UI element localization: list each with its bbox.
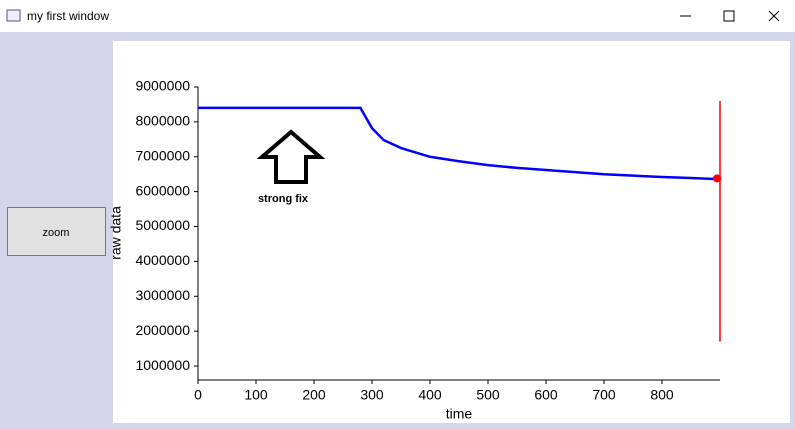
data-line xyxy=(198,106,718,181)
chart-panel xyxy=(113,41,790,423)
maximize-button[interactable] xyxy=(723,10,735,22)
x-tick-label: 600 xyxy=(534,387,558,403)
y-tick-label: 6000000 xyxy=(135,182,190,198)
x-tick-label: 800 xyxy=(650,387,674,403)
x-tick-label: 300 xyxy=(360,387,384,403)
y-tick-label: 3000000 xyxy=(135,287,190,303)
y-tick-label: 4000000 xyxy=(135,252,190,268)
zoom-button[interactable] xyxy=(7,207,106,256)
y-tick-label: 7000000 xyxy=(135,147,190,163)
app-icon xyxy=(6,9,21,22)
y-axis-label: raw data xyxy=(108,206,124,260)
title-bar xyxy=(0,0,795,32)
window-title: my first window xyxy=(27,9,109,23)
y-tick-label: 9000000 xyxy=(135,78,190,94)
y-tick-label: 5000000 xyxy=(135,217,190,233)
button-label: zoom xyxy=(43,227,70,239)
arrow xyxy=(256,129,326,184)
y-tick-label: 8000000 xyxy=(135,113,190,129)
x-axis-label: time xyxy=(446,406,473,422)
x-tick-label: 200 xyxy=(302,387,326,403)
x-tick-label: 700 xyxy=(592,387,616,403)
y-tick-label: 1000000 xyxy=(135,357,190,373)
x-tick-label: 100 xyxy=(244,387,268,403)
marker xyxy=(713,174,722,183)
close-button[interactable] xyxy=(768,10,780,22)
y-tick-label: 2000000 xyxy=(135,322,190,338)
x-tick-label: 0 xyxy=(194,387,202,403)
x-tick-label: 500 xyxy=(476,387,500,403)
plot: 0 100 200 300 400 500 600 700 800 1000000 2000000 3… xyxy=(135,78,722,403)
x-tick-label: 400 xyxy=(418,387,442,403)
annotation: strong fix xyxy=(258,193,309,205)
